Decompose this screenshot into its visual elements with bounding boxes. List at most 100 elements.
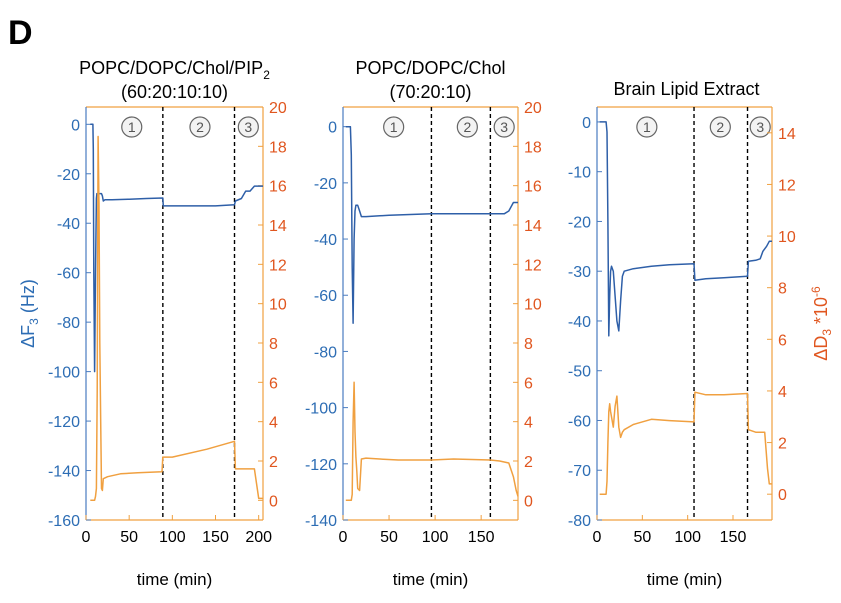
charts-group: POPC/DOPC/Chol/PIP2(60:20:10:10)1 2 30-20-… [18,58,834,589]
y-left-tick-label: -100 [305,401,337,418]
y-right-tick-label: 6 [269,375,278,392]
phase-marker-circle [456,116,478,138]
y-left-tick-label: -140 [305,513,337,530]
y-right-tick-label: 10 [269,297,287,314]
x-tick-label: 100 [159,529,186,546]
dissipation-line [599,391,772,495]
y-left-tick-label: -140 [48,464,80,481]
y-left-tick-label: -30 [568,264,591,281]
y-left-tick-label: -20 [568,214,591,231]
y-left-tick-label: -70 [568,463,591,480]
phase-marker-circle [121,116,143,138]
y-left-axis-label: ΔF3 (Hz) [18,279,41,348]
y-right-axis-label: ΔD3 *10-6 [809,286,834,361]
y-right-tick-label: 6 [778,332,787,349]
y-left-tick-label: -120 [48,414,80,431]
chart-panel-2: POPC/DOPC/Chol(70:20:10)1 2 30-20-40-60-80… [305,58,542,589]
panel-label: D [8,14,33,52]
x-tick-label: 200 [245,529,272,546]
y-left-tick-label: -40 [57,216,80,233]
y-right-tick-label: 18 [269,139,287,156]
y-left-tick-label: -60 [314,288,337,305]
y-right-tick-label: 6 [524,375,533,392]
y-left-tick-label: -80 [568,513,591,530]
phase-marker-circle [709,116,731,138]
phase-marker-label: 1 [643,119,651,135]
y-right-tick-label: 0 [269,493,278,510]
chart-subtitle: (70:20:10) [389,82,471,102]
x-tick-label: 0 [593,529,602,546]
phase-marker-label: 2 [196,119,204,135]
y-left-tick-label: -100 [48,365,80,382]
x-tick-label: 150 [468,529,495,546]
x-tick-label: 50 [380,529,398,546]
y-right-tick-label: 2 [524,454,533,471]
frequency-shift-line [90,123,263,373]
x-tick-label: 50 [633,529,651,546]
phase-marker-label: 1 [390,119,398,135]
y-right-tick-label: 8 [524,336,533,353]
x-axis-label: time (min) [647,570,723,589]
phase-marker-circle [749,116,771,138]
y-right-tick-label: 12 [269,257,287,274]
y-right-tick-label: 12 [778,177,796,194]
y-left-tick-label: -10 [568,165,591,182]
phase-marker-label: 3 [244,119,252,135]
y-right-tick-label: 14 [524,218,542,235]
y-right-tick-label: 12 [524,257,542,274]
y-left-tick-label: -40 [314,232,337,249]
chart-title: Brain Lipid Extract [613,79,759,99]
chart-title: POPC/DOPC/Chol [355,58,505,78]
y-right-tick-label: 16 [524,179,542,196]
x-tick-label: 0 [82,529,91,546]
x-axis-label: time (min) [137,570,213,589]
y-left-tick-label: 0 [582,115,591,132]
y-right-tick-label: 0 [778,487,787,504]
y-right-tick-label: 18 [524,139,542,156]
y-left-tick-label: -50 [568,364,591,381]
y-left-tick-label: 0 [328,120,337,137]
y-right-tick-label: 14 [269,218,287,235]
y-right-tick-label: 10 [524,297,542,314]
y-left-tick-label: -80 [57,315,80,332]
y-left-tick-label: 0 [71,117,80,134]
frequency-shift-line [599,121,772,337]
x-tick-label: 150 [720,529,747,546]
phase-marker-circle [383,116,405,138]
y-left-tick-label: -40 [568,314,591,331]
y-left-tick-label: -20 [57,167,80,184]
x-tick-label: 100 [422,529,449,546]
chart-panel-1: POPC/DOPC/Chol/PIP2(60:20:10:10)1 2 30-20-… [18,58,287,589]
phase-marker-label: 3 [756,119,764,135]
y-right-tick-label: 14 [778,126,796,143]
y-left-tick-label: -120 [305,457,337,474]
chart-title: POPC/DOPC/Chol/PIP2 [79,58,270,82]
phase-marker-circle [237,116,259,138]
y-right-tick-label: 8 [269,336,278,353]
phase-marker-label: 1 [128,119,136,135]
y-right-tick-label: 2 [778,436,787,453]
y-right-tick-label: 8 [778,281,787,298]
phase-marker-circle [189,116,211,138]
y-left-tick-label: -20 [314,176,337,193]
dissipation-line [90,135,263,502]
dissipation-line [345,381,519,502]
x-tick-label: 0 [339,529,348,546]
y-right-tick-label: 20 [524,100,542,117]
y-right-tick-label: 4 [269,415,278,432]
phase-marker-label: 3 [500,119,508,135]
phase-marker-label: 2 [463,119,471,135]
chart-subtitle: (60:20:10:10) [121,82,228,102]
y-right-tick-label: 16 [269,179,287,196]
x-axis-label: time (min) [393,570,469,589]
frequency-shift-line [345,125,518,325]
phase-marker-label: 2 [716,119,724,135]
x-tick-label: 150 [202,529,229,546]
phase-marker-circle [636,116,658,138]
y-left-tick-label: -160 [48,513,80,530]
y-left-tick-label: -60 [568,413,591,430]
y-right-tick-label: 0 [524,493,533,510]
y-right-tick-label: 2 [269,454,278,471]
y-right-tick-label: 20 [269,100,287,117]
